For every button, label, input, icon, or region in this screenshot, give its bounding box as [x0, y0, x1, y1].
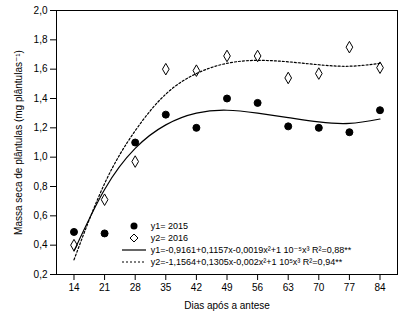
svg-text:77: 77	[344, 282, 356, 293]
svg-text:1,8: 1,8	[34, 34, 48, 45]
svg-text:63: 63	[283, 282, 295, 293]
svg-text:28: 28	[130, 282, 142, 293]
svg-text:0,4: 0,4	[34, 239, 48, 250]
svg-text:35: 35	[160, 282, 172, 293]
svg-text:70: 70	[313, 282, 325, 293]
svg-text:0,8: 0,8	[34, 181, 48, 192]
svg-text:1,2: 1,2	[34, 122, 48, 133]
svg-text:84: 84	[374, 282, 386, 293]
svg-text:Massa seca de plântulas (mg pl: Massa seca de plântulas (mg plântulas⁻¹)	[13, 50, 24, 235]
svg-text:1,6: 1,6	[34, 63, 48, 74]
html-text:y2=-1,1564+0,1305x-0,002x²+1 1: y2=-1,1564+0,1305x-0,002x²+1 10⁵x³ R²=0,…	[150, 257, 343, 267]
svg-text:1,4: 1,4	[34, 93, 48, 104]
svg-text:14: 14	[68, 282, 80, 293]
html-text:y1= 2015: y1= 2015	[150, 221, 189, 231]
svg-text:21: 21	[99, 282, 111, 293]
svg-text:2,0: 2,0	[34, 5, 48, 16]
html-text:y1=-0,9161+0,1157x-0,0019x²+1: y1=-0,9161+0,1157x-0,0019x²+1 10⁻⁵x³ R²=…	[150, 245, 352, 255]
svg-text:56: 56	[252, 282, 264, 293]
svg-text:42: 42	[191, 282, 203, 293]
svg-text:49: 49	[221, 282, 233, 293]
svg-text:0,6: 0,6	[34, 210, 48, 221]
html-text:y2= 2016: y2= 2016	[150, 233, 189, 243]
svg-text:1,0: 1,0	[34, 151, 48, 162]
svg-text:0,2: 0,2	[34, 269, 48, 280]
svg-text:Dias após a antese: Dias após a antese	[184, 300, 270, 311]
